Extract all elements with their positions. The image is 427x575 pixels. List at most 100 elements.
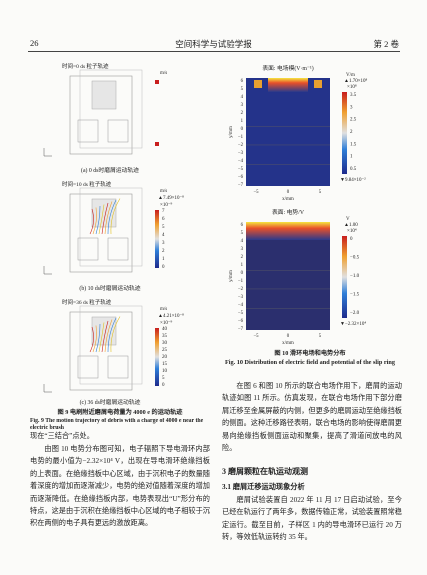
- y-tick-label: −3: [238, 295, 244, 300]
- trajectory: [107, 199, 117, 235]
- y-tick-label: 6: [241, 223, 244, 228]
- y-tick-label: 1: [241, 263, 244, 268]
- colorbar-max: ▲1.70×10⁸: [344, 78, 368, 84]
- brush-block: [77, 119, 99, 143]
- y-axis-label: y/mm: [229, 270, 234, 282]
- colorbar-unit: m/s: [160, 189, 167, 194]
- colorbar-tick-label: 1: [350, 155, 353, 160]
- figure-caption: 图 9 电刷附近磨屑电荷量为 4000 e 的运动轨迹: [58, 408, 184, 416]
- volume: 第 2 卷: [373, 39, 399, 49]
- trajectory: [89, 208, 94, 235]
- y-tick-label: 0: [241, 271, 244, 276]
- trajectory: [89, 326, 94, 353]
- colorbar-tick-label: 6: [162, 217, 165, 222]
- figure-caption-en: Fig. 9 The motion trajectory of debris w…: [30, 418, 204, 431]
- colorbar: [342, 236, 347, 318]
- box-frame: [69, 75, 133, 155]
- colorbar-tick-label: 5: [162, 376, 165, 381]
- y-tick-label: −6: [238, 175, 244, 180]
- colorbar: [155, 328, 159, 386]
- x-tick-label: 5: [319, 334, 322, 339]
- box-frame: [69, 311, 133, 391]
- right-paragraph: 在图 6 和图 10 所示的联合电场作用下，磨屑的运动轨迹如图 11 所示。仿真…: [222, 382, 402, 453]
- left-text-tail: 现在“三结合”点处。: [30, 432, 94, 440]
- colorbar-tick-label: 35: [162, 334, 168, 339]
- panel-title: 时间=0 ds 粒子轨迹: [62, 62, 109, 70]
- field-hot: [268, 78, 308, 92]
- colorbar-tick-label: −1.5: [350, 293, 360, 298]
- plot-bg: [246, 78, 330, 186]
- colorbar-stub: [155, 142, 159, 146]
- colorbar-min: ▼9.84×10⁻²: [340, 177, 366, 183]
- y-tick-label: 5: [241, 231, 244, 236]
- insulator: [91, 316, 117, 346]
- section-heading: 3 磨屑颗粒在轨运动观测: [222, 467, 308, 476]
- plot-title: 表面: 电势/V: [272, 208, 305, 216]
- y-tick-label: 4: [241, 95, 244, 100]
- brush-block: [107, 237, 129, 261]
- colorbar-tick-label: 4: [162, 233, 165, 238]
- caption-en: Fig. 9 The motion trajectory of debris w…: [30, 418, 204, 431]
- colorbar-max: ▲1.00: [344, 223, 358, 228]
- colorbar-tick-label: −2.0: [350, 311, 360, 316]
- subsection-heading: 3.1 磨屑迁移运动现象分析: [222, 483, 305, 491]
- trajectory: [110, 316, 121, 353]
- x-tick-label: −5: [253, 334, 259, 339]
- x-tick-label: 0: [287, 190, 290, 195]
- y-tick-label: −7: [238, 327, 244, 332]
- y-tick-label: −2: [238, 287, 244, 292]
- colorbar-scale: ×10⁸: [347, 84, 357, 90]
- x-axis-label: x/mm: [282, 341, 294, 346]
- box-frame: [79, 187, 143, 267]
- colorbar-tick-label: −1.0: [350, 274, 360, 279]
- colorbar-unit: m/s: [160, 71, 167, 76]
- y-tick-label: −7: [238, 183, 244, 188]
- colorbar-tick-label: 20: [162, 355, 168, 360]
- y-tick-label: 6: [241, 79, 244, 84]
- y-tick-label: −5: [238, 167, 244, 172]
- colorbar-tick-label: 0: [162, 265, 165, 270]
- trajectory: [98, 204, 105, 235]
- colorbar-unit: m/s: [160, 307, 167, 312]
- x-tick-label: −5: [253, 190, 259, 195]
- figure-caption: 图 10 滑环电场和电势分布: [274, 349, 345, 357]
- figure-caption-en: Fig. 10 Distribution of electric field a…: [225, 360, 395, 366]
- y-tick-label: 2: [241, 255, 244, 260]
- trajectory: [101, 202, 109, 235]
- colorbar-tick-label: 2: [350, 130, 353, 135]
- trajectory: [101, 320, 109, 353]
- y-tick-label: −2: [238, 143, 244, 148]
- panel-title: 时间=36 ds 粒子轨迹: [62, 298, 112, 306]
- y-tick-label: 0: [241, 127, 244, 132]
- y-axis-label: y/mm: [229, 126, 234, 138]
- y-tick-label: −3: [238, 151, 244, 156]
- potential-hot: [246, 222, 330, 240]
- colorbar-tick-label: 0.5: [350, 167, 357, 172]
- colorbar-unit: V: [346, 217, 350, 222]
- colorbar: [342, 92, 347, 174]
- colorbar-tick-label: 10: [162, 369, 168, 374]
- trajectory: [104, 319, 113, 353]
- panel-label: (a) 0 ds时磨屑运动轨迹: [81, 166, 139, 174]
- colorbar-tick-label: −0.5: [350, 256, 360, 261]
- field-hot: [254, 80, 262, 88]
- panel-label: (b) 10 ds时磨屑运动轨迹: [79, 284, 140, 292]
- trajectory: [104, 201, 113, 235]
- trajectory: [107, 317, 117, 353]
- y-tick-label: −1: [238, 279, 244, 284]
- colorbar-tick-label: 15: [162, 362, 168, 367]
- panel-label: (c) 36 ds时磨屑运动轨迹: [80, 398, 141, 406]
- colorbar-scale: ×10⁴: [347, 228, 357, 234]
- right-paragraph-2: 磨屑试验装置自 2022 年 11 月 17 日启动试验，至今已经在轨运行了两年…: [222, 496, 402, 542]
- colorbar: [155, 210, 159, 268]
- journal-title: 空间科学与试验学报: [175, 39, 252, 49]
- y-tick-label: 5: [241, 87, 244, 92]
- plot-title: 表面: 电场模(V·m⁻¹): [262, 64, 313, 72]
- colorbar-tick-label: 2: [162, 249, 165, 254]
- brush-block: [77, 355, 99, 379]
- y-tick-label: 3: [241, 247, 244, 252]
- y-tick-label: 3: [241, 103, 244, 108]
- colorbar-tick-label: 0: [350, 237, 353, 242]
